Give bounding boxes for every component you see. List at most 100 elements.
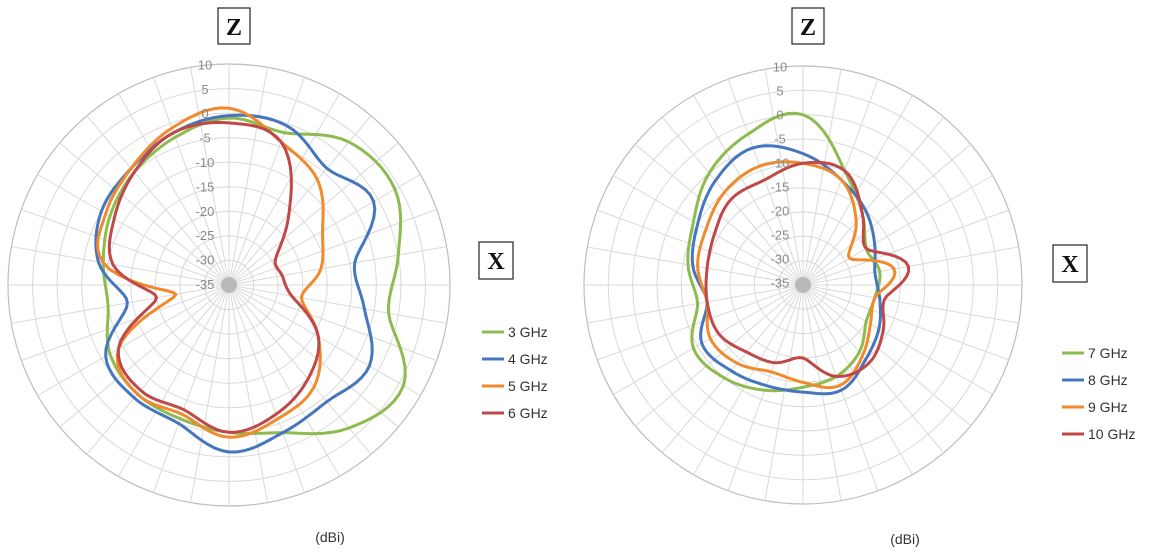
grid-spoke bbox=[764, 284, 804, 501]
grid-spoke bbox=[37, 174, 230, 286]
grid-spoke bbox=[228, 284, 268, 503]
grid-spoke bbox=[118, 93, 230, 286]
radial-tick-labels: 10 5 0 -5 -10 -15 -20 -25 -30 -35 bbox=[196, 57, 215, 292]
grid-spoke bbox=[587, 246, 804, 286]
r-tick-label: 5 bbox=[201, 82, 208, 97]
grid-spoke bbox=[228, 142, 399, 286]
legend-item: 4 GHz bbox=[482, 351, 548, 367]
series-line-8-ghz bbox=[690, 144, 882, 396]
legend-item: 10 GHz bbox=[1062, 426, 1135, 442]
grid-spoke bbox=[228, 284, 399, 428]
polar-grid bbox=[583, 65, 1023, 505]
legend-item: 6 GHz bbox=[482, 405, 548, 421]
r-tick-label: -5 bbox=[199, 131, 211, 146]
legend-item: 7 GHz bbox=[1062, 345, 1128, 361]
grid-spoke bbox=[661, 116, 804, 286]
grid-spoke bbox=[597, 284, 804, 361]
grid-spoke bbox=[59, 142, 230, 286]
grid-spoke bbox=[661, 284, 804, 454]
series-layer bbox=[94, 106, 407, 454]
grid-spoke bbox=[802, 284, 879, 491]
grid-spoke bbox=[802, 209, 1009, 286]
grid-spoke bbox=[228, 284, 437, 362]
grid-spoke bbox=[228, 284, 421, 396]
grid-spoke bbox=[228, 67, 268, 286]
z-axis-label: Z bbox=[800, 15, 816, 41]
grid-spoke bbox=[228, 77, 306, 286]
legend-item: 5 GHz bbox=[482, 378, 548, 394]
legend-label: 9 GHz bbox=[1088, 399, 1128, 415]
polar-chart-right: 10 5 0 -5 -10 -15 -20 -25 -30 -35 Z X 7 GHz 8 GHz 9… bbox=[583, 7, 1135, 547]
r-tick-label: -30 bbox=[771, 251, 790, 266]
series-line-10-ghz bbox=[704, 160, 911, 378]
grid-spoke bbox=[727, 79, 804, 286]
grid-spoke bbox=[802, 284, 993, 395]
r-tick-label: -25 bbox=[771, 227, 790, 242]
grid-spoke bbox=[228, 115, 372, 286]
r-tick-label: -5 bbox=[774, 131, 786, 146]
z-axis-label: Z bbox=[226, 15, 242, 41]
legend: 7 GHz 8 GHz 9 GHz 10 GHz bbox=[1062, 345, 1135, 442]
grid-spoke bbox=[802, 284, 1009, 361]
grid-spoke bbox=[802, 246, 1019, 286]
grid-spoke bbox=[228, 93, 340, 286]
r-tick-label: -15 bbox=[771, 179, 790, 194]
grid-spoke bbox=[802, 175, 993, 286]
grid-spoke bbox=[802, 143, 972, 286]
grid-spoke bbox=[228, 284, 447, 324]
grid-spoke bbox=[802, 79, 879, 286]
grid-spoke bbox=[21, 284, 230, 362]
grid-spoke bbox=[11, 284, 230, 324]
legend-item: 9 GHz bbox=[1062, 399, 1128, 415]
series-line-6-ghz bbox=[107, 121, 321, 434]
grid-center bbox=[795, 277, 811, 293]
grid-spoke bbox=[11, 246, 230, 286]
grid-spoke bbox=[152, 284, 230, 493]
r-tick-label: -10 bbox=[196, 155, 215, 170]
grid-spoke bbox=[802, 284, 972, 427]
grid-spoke bbox=[86, 115, 230, 286]
x-axis-marker: X bbox=[478, 241, 514, 280]
grid-spoke bbox=[727, 284, 804, 491]
grid-spoke bbox=[152, 77, 230, 286]
grid-spoke bbox=[634, 143, 804, 286]
grid-spoke bbox=[634, 284, 804, 427]
grid-spoke bbox=[228, 284, 306, 493]
r-tick-label: -20 bbox=[196, 204, 215, 219]
legend-item: 8 GHz bbox=[1062, 372, 1128, 388]
grid-spoke bbox=[190, 284, 230, 503]
r-tick-label: 0 bbox=[776, 107, 783, 122]
r-tick-label: 5 bbox=[776, 83, 783, 98]
grid-spoke bbox=[613, 284, 804, 395]
series-line-9-ghz bbox=[696, 160, 897, 390]
x-axis-marker: X bbox=[1052, 244, 1088, 283]
grid-spoke bbox=[21, 208, 230, 286]
polar-grid bbox=[7, 63, 451, 507]
unit-label: (dBi) bbox=[890, 531, 920, 547]
grid-spoke bbox=[613, 175, 804, 286]
z-axis-marker: Z bbox=[217, 7, 251, 45]
r-tick-label: -10 bbox=[771, 155, 790, 170]
grid-spoke bbox=[228, 246, 447, 286]
legend-label: 8 GHz bbox=[1088, 372, 1128, 388]
r-tick-label: -15 bbox=[196, 179, 215, 194]
polar-chart-left: 10 5 0 -5 -10 -15 -20 -25 -30 -35 Z X 3 GHz 4 GHz 5… bbox=[7, 7, 548, 545]
x-axis-label: X bbox=[487, 249, 505, 275]
r-tick-label: -35 bbox=[771, 275, 790, 290]
grid-spoke bbox=[86, 284, 230, 455]
legend-label: 10 GHz bbox=[1088, 426, 1135, 442]
r-tick-label: 0 bbox=[201, 106, 208, 121]
legend-item: 3 GHz bbox=[482, 324, 548, 340]
grid-spoke bbox=[37, 284, 230, 396]
grid-spoke bbox=[587, 284, 804, 324]
r-tick-label: -35 bbox=[196, 277, 215, 292]
grid-spoke bbox=[190, 67, 230, 286]
legend-label: 5 GHz bbox=[508, 378, 548, 394]
z-axis-marker: Z bbox=[791, 7, 825, 45]
r-tick-label: -25 bbox=[196, 228, 215, 243]
unit-label: (dBi) bbox=[315, 529, 345, 545]
radial-tick-labels: 10 5 0 -5 -10 -15 -20 -25 -30 -35 bbox=[771, 59, 790, 290]
legend: 3 GHz 4 GHz 5 GHz 6 GHz bbox=[482, 324, 548, 421]
x-axis-label: X bbox=[1061, 252, 1079, 278]
